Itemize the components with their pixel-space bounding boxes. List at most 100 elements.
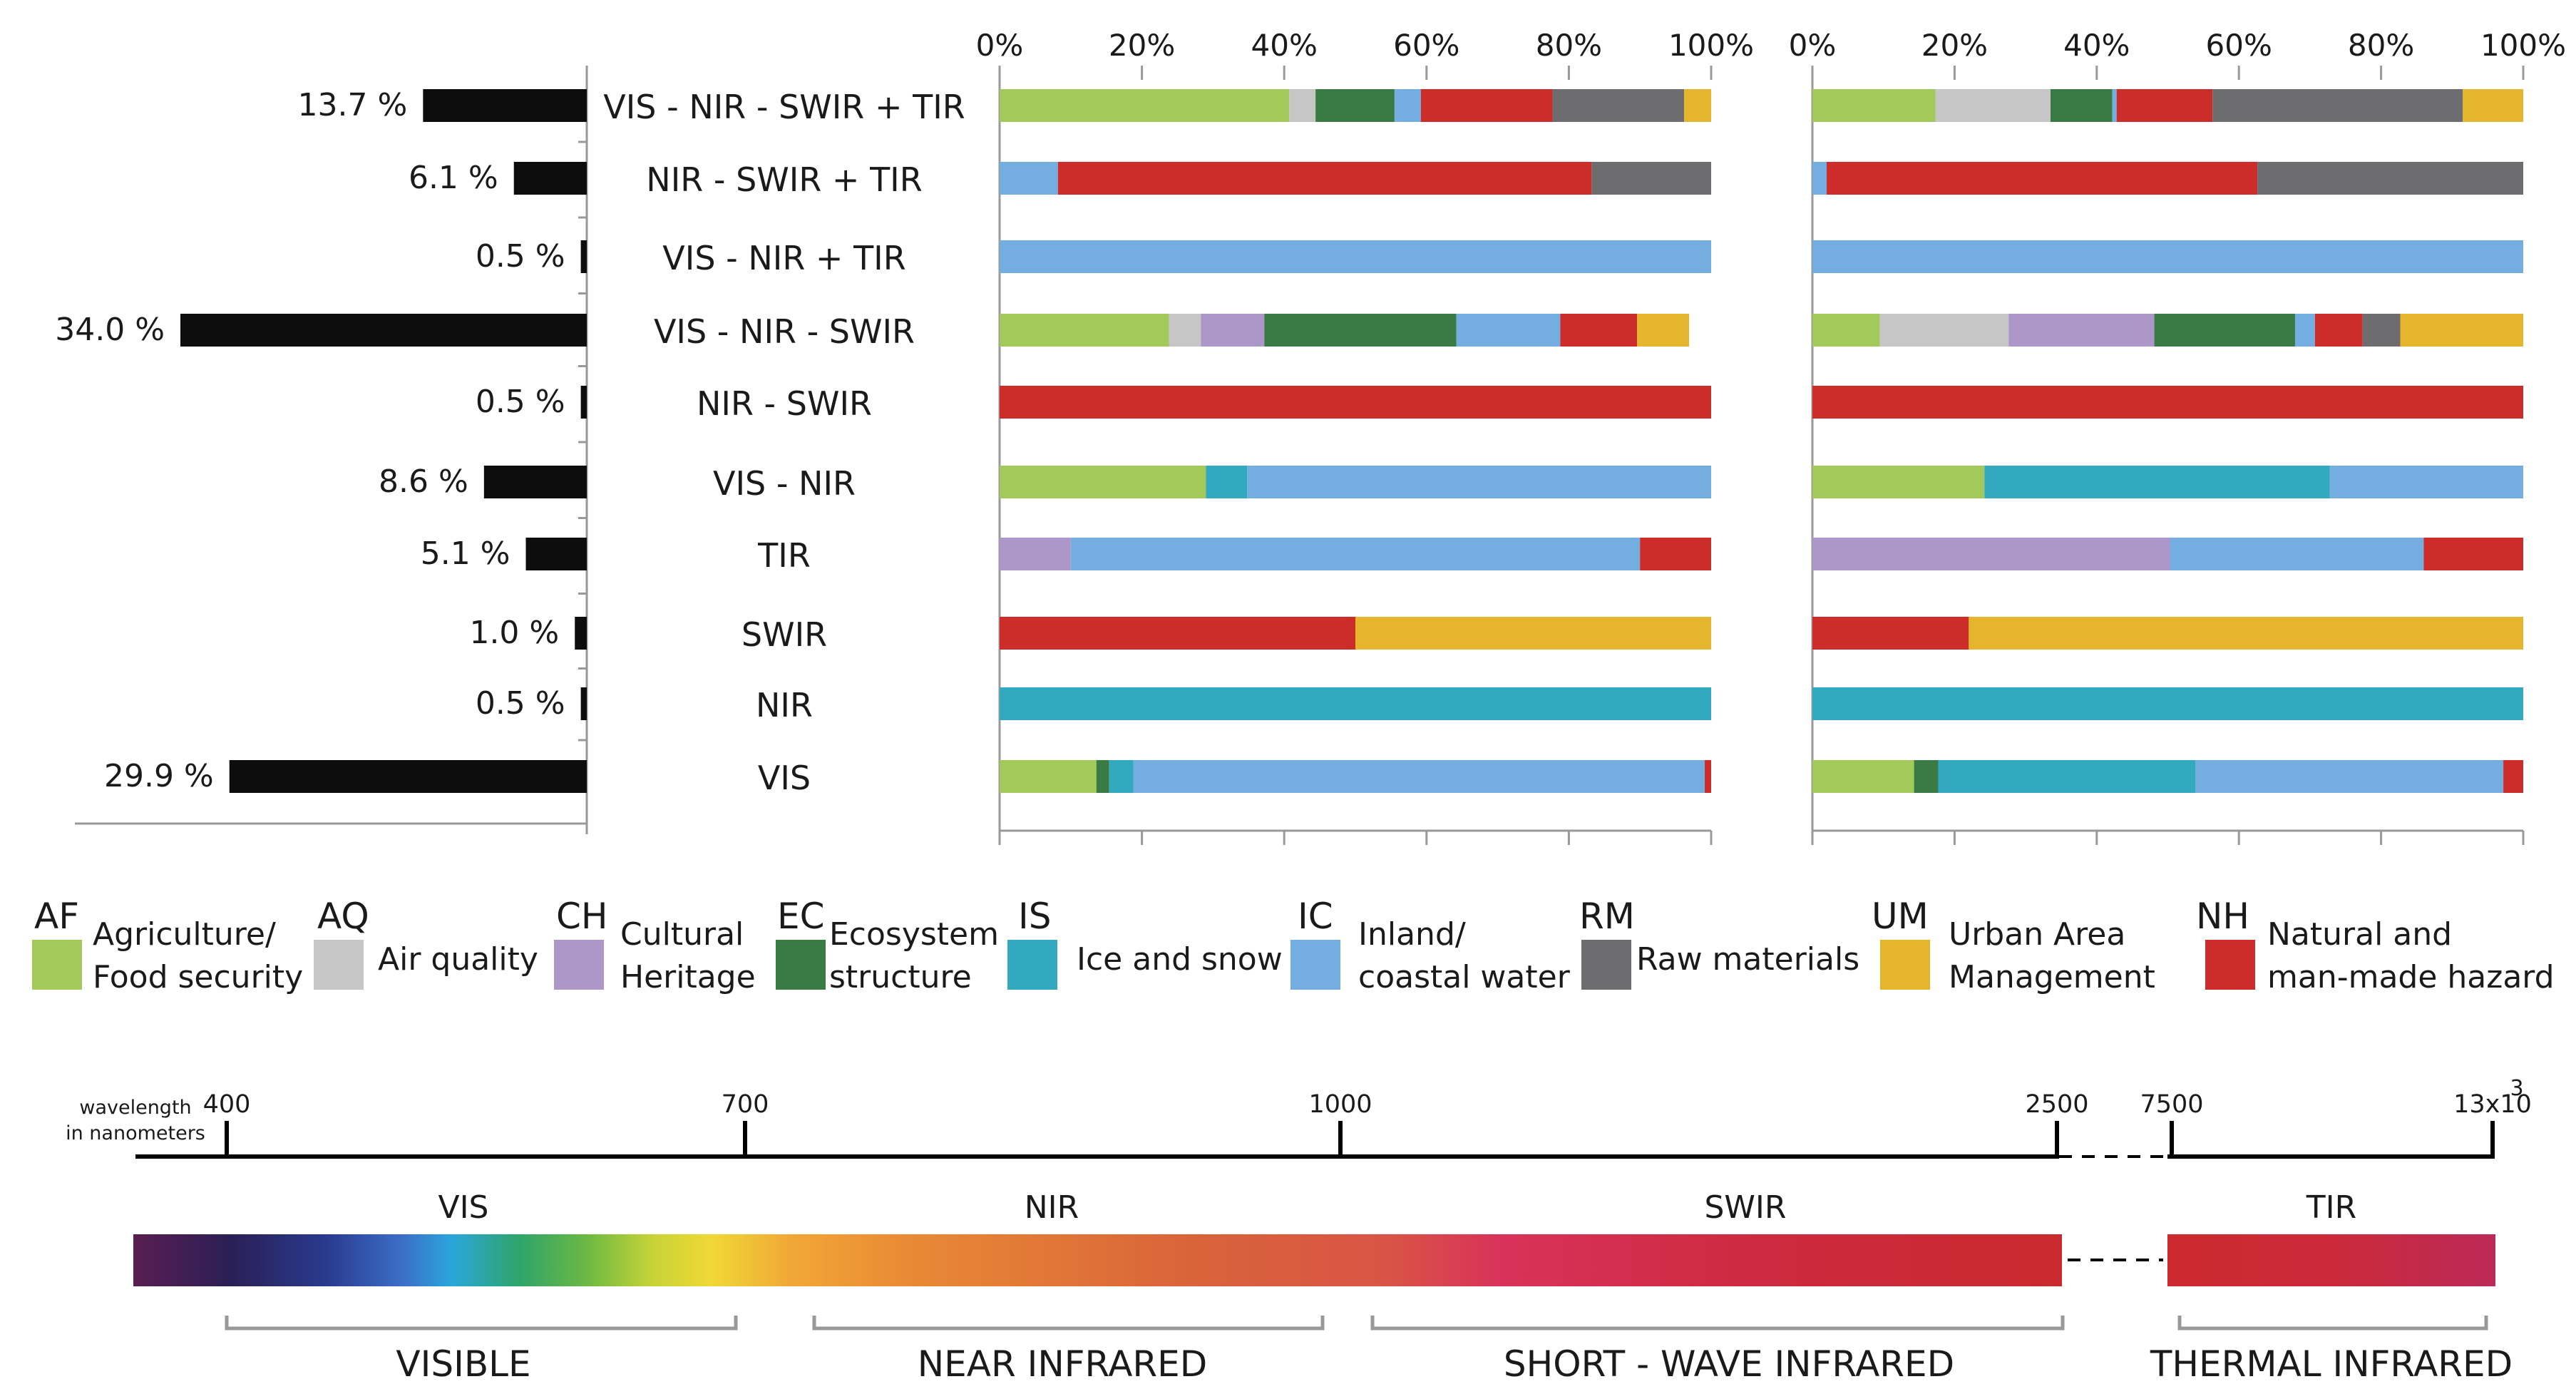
- legend-swatch: [554, 940, 604, 990]
- legend-code: IS: [1018, 896, 1051, 937]
- share-bar: [525, 538, 587, 570]
- share-value-label: 6.1 %: [409, 160, 498, 196]
- stacked-bar-segment-ch: [1201, 314, 1265, 347]
- share-value-label: 0.5 %: [476, 238, 565, 275]
- panel-tick-label: 80%: [1536, 28, 1602, 63]
- stacked-bar-segment-ic: [1812, 240, 2523, 273]
- share-value-label: 29.9 %: [104, 758, 214, 794]
- legend-code: CH: [556, 896, 608, 937]
- stacked-bar-segment-ec: [2154, 314, 2295, 347]
- stacked-bar-segment-nh: [1826, 162, 2258, 195]
- legend-label-line2: Food security: [93, 959, 303, 995]
- band-labels: VIS NIR SWIR TIR: [438, 1189, 2356, 1226]
- legend-item-ic: IC Inland/coastal water: [1290, 896, 1571, 995]
- category-label: TIR: [757, 536, 811, 575]
- wavelength-axis-label-line2: in nanometers: [66, 1122, 205, 1144]
- category-label: NIR - SWIR + TIR: [646, 160, 922, 199]
- tick-superscript: 3: [2510, 1076, 2523, 1101]
- band-label: TIR: [2306, 1189, 2356, 1226]
- legend-code: RM: [1579, 896, 1635, 937]
- wavelength-tick-label: 2500: [2025, 1090, 2088, 1119]
- wavelength-tick-label: 13x10: [2453, 1090, 2532, 1119]
- share-bar: [580, 386, 587, 419]
- stacked-bar-segment-ic: [2170, 538, 2424, 570]
- spectrum-diagram: wavelength in nanometers 400 700 1000 2500 7…: [66, 1076, 2532, 1385]
- share-value-label: 0.5 %: [476, 384, 565, 420]
- stacked-bar-segment-af: [1000, 760, 1097, 793]
- legend-label: Air quality: [378, 941, 538, 978]
- legend-item-um: UM Urban Area Management: [1872, 896, 2155, 995]
- legend-code: AF: [34, 896, 79, 937]
- wavelength-axis-label-line1: wavelength: [79, 1097, 191, 1119]
- panel-tick-label: 0%: [976, 28, 1024, 63]
- stacked-bar-segment-nh: [1000, 386, 1711, 419]
- stacked-bar-segment-ec: [1315, 89, 1395, 122]
- legend-label-line2: coastal water: [1358, 959, 1571, 995]
- stacked-bar-segment-ch: [2008, 314, 2155, 347]
- stacked-bar-segment-ic: [2294, 314, 2315, 347]
- legend-label-line2: man-made hazard: [2267, 959, 2555, 995]
- stacked-bar-segment-rm: [2212, 89, 2463, 122]
- category-labels: VIS - NIR - SWIR + TIR NIR - SWIR + TIR VI…: [603, 88, 965, 797]
- stacked-bar-segment-um: [2463, 89, 2523, 122]
- stacked-bar-segment-nh: [1000, 617, 1355, 650]
- category-label: NIR - SWIR: [697, 384, 872, 423]
- stacked-panel-left: 0% 20% 40% 60% 80% 100%: [976, 28, 1754, 845]
- stacked-bar-segment-is: [1206, 466, 1248, 498]
- stacked-bar-segment-aq: [1169, 314, 1201, 347]
- region-label: THERMAL INFRARED: [2150, 1343, 2513, 1385]
- stacked-bar-segment-is: [1938, 760, 2196, 793]
- stacked-bar-segment-af: [1812, 466, 1985, 498]
- panel-right-axis: 0% 20% 40% 60% 80% 100%: [1789, 28, 2566, 845]
- share-bar: [580, 240, 587, 273]
- panel-tick-label: 20%: [1921, 28, 1988, 63]
- legend-label-line1: Urban Area: [1949, 916, 2125, 953]
- panel-tick-label: 80%: [2348, 28, 2414, 63]
- stacked-bar-segment-ic: [1133, 760, 1705, 793]
- share-value-label: 34.0 %: [55, 312, 165, 348]
- stacked-bar-segment-um: [2400, 314, 2523, 347]
- stacked-bar-segment-nh: [1705, 760, 1711, 793]
- stacked-bar-segment-ic: [1456, 314, 1561, 347]
- stacked-bar-segment-aq: [1935, 89, 2051, 122]
- stacked-bar-segment-um: [1969, 617, 2523, 650]
- legend-label-line1: Ecosystem: [829, 916, 999, 953]
- stacked-bar-segment-rm: [1591, 162, 1711, 195]
- legend-swatch: [1880, 940, 1930, 990]
- panel-tick-label: 40%: [1251, 28, 1318, 63]
- region-label: SHORT - WAVE INFRARED: [1504, 1343, 1954, 1385]
- legend-label-line1: Cultural: [620, 916, 744, 953]
- region-bracket: THERMAL INFRARED: [2150, 1316, 2513, 1385]
- wavelength-tick-label: 1000: [1308, 1090, 1372, 1119]
- legend-label-line2: Management: [1949, 959, 2155, 995]
- share-value-label: 8.6 %: [379, 463, 468, 500]
- stacked-bar-segment-af: [1000, 314, 1169, 347]
- legend-label-line2: structure: [829, 959, 972, 995]
- legend-swatch: [776, 940, 826, 990]
- category-label: VIS - NIR - SWIR + TIR: [603, 88, 965, 126]
- band-label: NIR: [1025, 1189, 1079, 1226]
- share-value-label: 13.7 %: [298, 87, 408, 123]
- region-label: VISIBLE: [396, 1343, 530, 1385]
- legend-item-ch: CH Cultural Heritage: [554, 896, 756, 995]
- region-brackets: VISIBLE NEAR INFRARED SHORT - WAVE INFRARE…: [225, 1316, 2513, 1385]
- legend-code: NH: [2196, 896, 2249, 937]
- wavelength-tick-label: 400: [203, 1090, 251, 1119]
- region-bracket-line: [2177, 1316, 2488, 1331]
- stacked-bar-segment-nh: [1420, 89, 1553, 122]
- stacked-bar-segment-is: [1812, 687, 2523, 720]
- stacked-bar-segment-aq: [1289, 89, 1316, 122]
- stacked-bar-segment-nh: [1640, 538, 1711, 570]
- stacked-bar-segment-ic: [1070, 538, 1641, 570]
- share-value-labels: 13.7 % 6.1 % 0.5 % 34.0 % 0.5 % 8.6 % 5.1 % 1.0…: [55, 87, 565, 794]
- spectrum-bar-tir: [2167, 1234, 2495, 1286]
- stacked-bar-segment-is: [1109, 760, 1134, 793]
- stacked-bar-segment-af: [1812, 760, 1914, 793]
- stacked-bar-segment-um: [1684, 89, 1711, 122]
- legend-swatch: [2205, 940, 2255, 990]
- wavelength-tick-label: 7500: [2140, 1090, 2203, 1119]
- band-label: VIS: [438, 1189, 488, 1226]
